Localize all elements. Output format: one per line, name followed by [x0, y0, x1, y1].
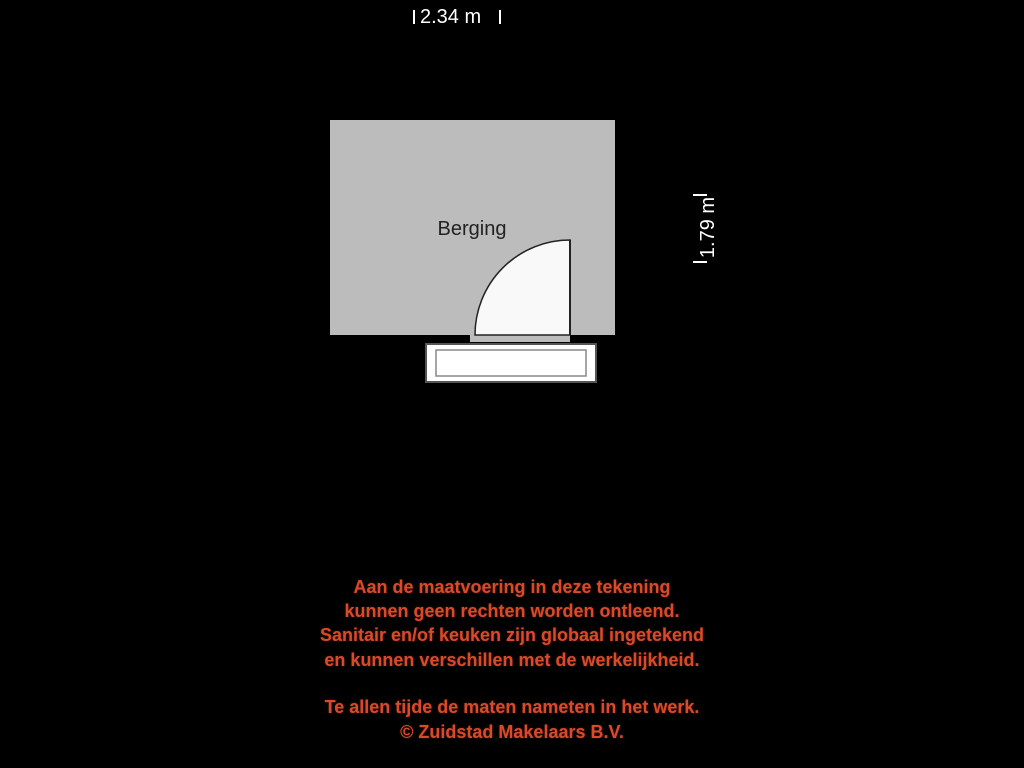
- disclaimer-line: Sanitair en/of keuken zijn globaal inget…: [0, 623, 1024, 647]
- disclaimer-line: kunnen geen rechten worden ontleend.: [0, 599, 1024, 623]
- disclaimer-block-1: Aan de maatvoering in deze tekening kunn…: [0, 575, 1024, 672]
- disclaimer-line: Aan de maatvoering in deze tekening: [0, 575, 1024, 599]
- copyright-line: © Zuidstad Makelaars B.V.: [0, 720, 1024, 744]
- room-label: Berging: [438, 218, 507, 240]
- disclaimer-block-2: Te allen tijde de maten nameten in het w…: [0, 695, 1024, 744]
- disclaimer-line: en kunnen verschillen met de werkelijkhe…: [0, 648, 1024, 672]
- entry-step-inner: [436, 350, 586, 376]
- floorplan-canvas: 2.34 m 1.79 m Berging Aan de maatvoering…: [0, 0, 1024, 768]
- disclaimer-line: Te allen tijde de maten nameten in het w…: [0, 695, 1024, 719]
